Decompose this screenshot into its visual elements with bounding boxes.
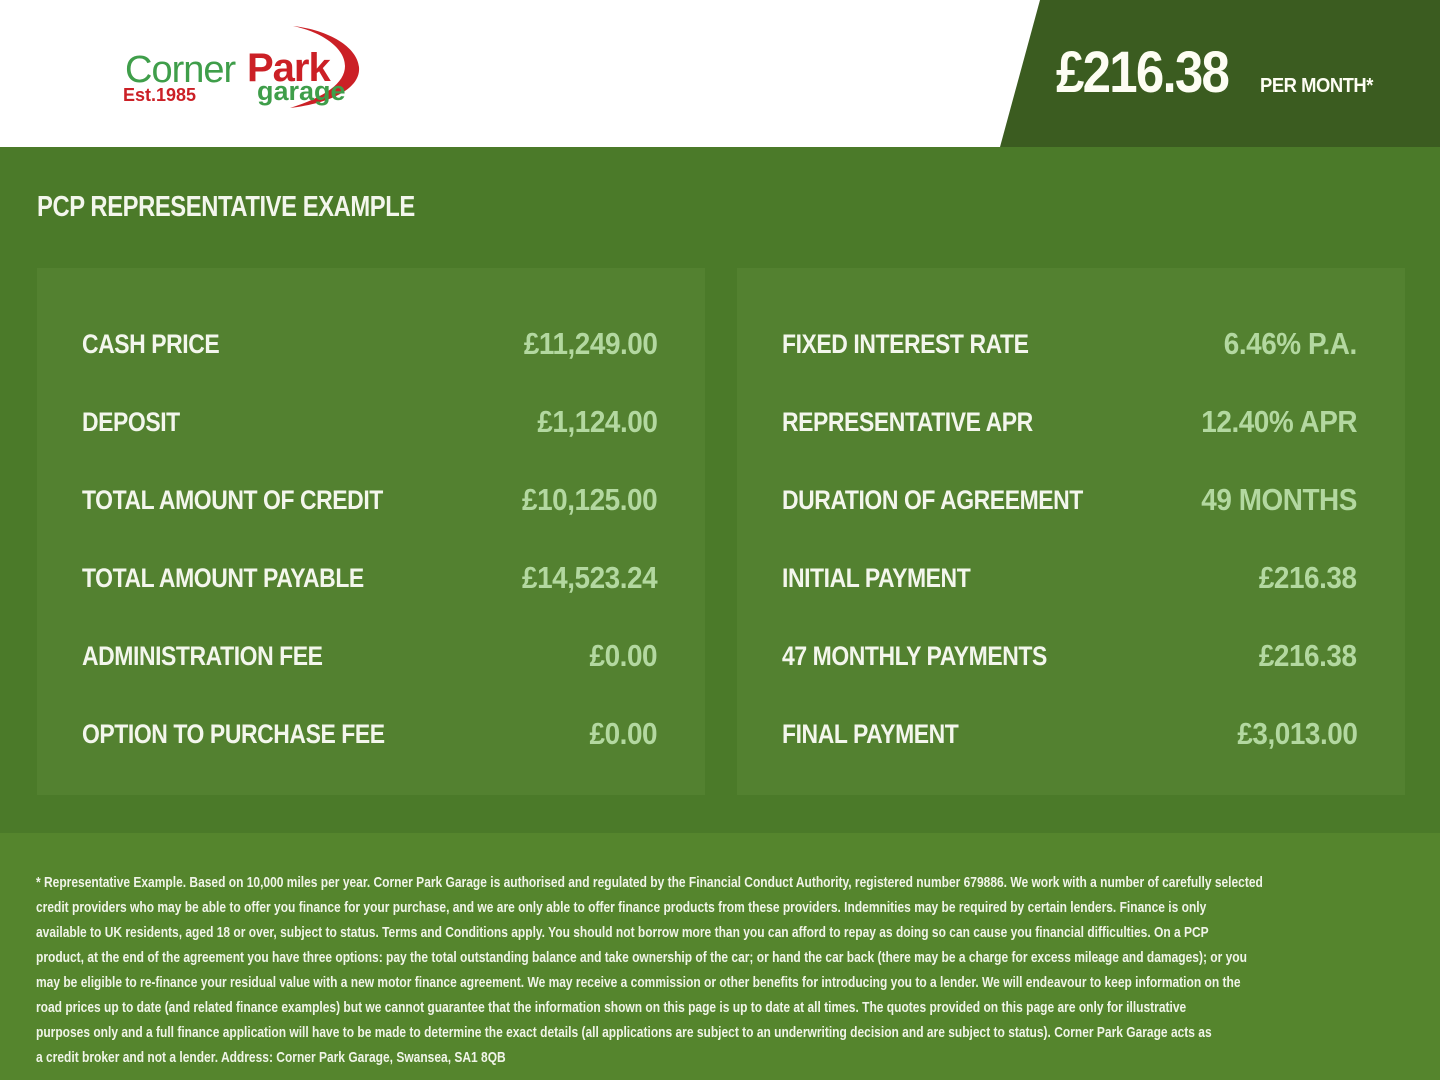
row-label: DEPOSIT bbox=[82, 406, 180, 437]
row-label: ADMINISTRATION FEE bbox=[82, 640, 323, 671]
row-final-payment: FINAL PAYMENT £3,013.00 bbox=[782, 695, 1357, 773]
row-label: INITIAL PAYMENT bbox=[782, 562, 971, 593]
corner-park-garage-logo: Corner Park Est.1985 garage bbox=[85, 15, 435, 130]
row-label: CASH PRICE bbox=[82, 328, 220, 359]
row-value: £0.00 bbox=[589, 638, 657, 673]
row-label: TOTAL AMOUNT OF CREDIT bbox=[82, 484, 383, 515]
row-fixed-interest-rate: FIXED INTEREST RATE 6.46% P.A. bbox=[782, 305, 1357, 383]
row-value: £1,124.00 bbox=[536, 404, 658, 439]
finance-panel-right: FIXED INTEREST RATE 6.46% P.A. REPRESENT… bbox=[737, 268, 1405, 795]
legal-disclaimer: * Representative Example. Based on 10,00… bbox=[0, 833, 1440, 1080]
row-cash-price: CASH PRICE £11,249.00 bbox=[82, 305, 657, 383]
row-administration-fee: ADMINISTRATION FEE £0.00 bbox=[82, 617, 657, 695]
disclaimer-line: * Representative Example. Based on 10,00… bbox=[36, 874, 1263, 891]
row-value: £0.00 bbox=[589, 716, 657, 751]
main-section: PCP REPRESENTATIVE EXAMPLE CASH PRICE £1… bbox=[0, 147, 1440, 833]
row-value: £14,523.24 bbox=[521, 560, 658, 595]
row-deposit: DEPOSIT £1,124.00 bbox=[82, 383, 657, 461]
disclaimer-line: may be eligible to re-finance your resid… bbox=[36, 974, 1241, 991]
row-option-to-purchase-fee: OPTION TO PURCHASE FEE £0.00 bbox=[82, 695, 657, 773]
row-representative-apr: REPRESENTATIVE APR 12.40% APR bbox=[782, 383, 1357, 461]
disclaimer-line: purposes only and a full finance applica… bbox=[36, 1024, 1212, 1041]
row-value: 6.46% P.A. bbox=[1223, 326, 1357, 361]
logo-word-garage: garage bbox=[257, 76, 346, 106]
monthly-price-banner: £216.38 PER MONTH* bbox=[1000, 0, 1440, 147]
row-value: £216.38 bbox=[1259, 638, 1357, 673]
row-47-monthly-payments: 47 MONTHLY PAYMENTS £216.38 bbox=[782, 617, 1357, 695]
row-value: 49 MONTHS bbox=[1201, 482, 1357, 517]
logo-established-text: Est.1985 bbox=[123, 85, 197, 105]
disclaimer-line: available to UK residents, aged 18 or ov… bbox=[36, 924, 1209, 941]
header-bar: Corner Park Est.1985 garage £216.38 PER … bbox=[0, 0, 1440, 147]
disclaimer-line: a credit broker and not a lender. Addres… bbox=[36, 1049, 506, 1066]
row-label: TOTAL AMOUNT PAYABLE bbox=[82, 562, 364, 593]
monthly-price-amount: £216.38 bbox=[1056, 40, 1230, 105]
disclaimer-line: product, at the end of the agreement you… bbox=[36, 949, 1247, 966]
finance-panel-left: CASH PRICE £11,249.00 DEPOSIT £1,124.00 … bbox=[37, 268, 705, 795]
row-value: £10,125.00 bbox=[521, 482, 658, 517]
page-title: PCP REPRESENTATIVE EXAMPLE bbox=[37, 191, 415, 223]
logo-word-park: Park bbox=[247, 46, 331, 90]
disclaimer-line: credit providers who may be able to offe… bbox=[36, 899, 1207, 916]
row-duration-of-agreement: DURATION OF AGREEMENT 49 MONTHS bbox=[782, 461, 1357, 539]
monthly-price-suffix: PER MONTH* bbox=[1259, 75, 1373, 97]
row-label: FINAL PAYMENT bbox=[782, 718, 959, 749]
disclaimer-line: road prices up to date (and related fina… bbox=[36, 999, 1187, 1016]
row-value: £216.38 bbox=[1259, 560, 1357, 595]
row-total-amount-payable: TOTAL AMOUNT PAYABLE £14,523.24 bbox=[82, 539, 657, 617]
row-label: 47 MONTHLY PAYMENTS bbox=[782, 640, 1047, 671]
row-label: OPTION TO PURCHASE FEE bbox=[82, 718, 385, 749]
row-initial-payment: INITIAL PAYMENT £216.38 bbox=[782, 539, 1357, 617]
row-label: DURATION OF AGREEMENT bbox=[782, 484, 1083, 515]
row-value: 12.40% APR bbox=[1201, 404, 1357, 439]
row-value: £3,013.00 bbox=[1236, 716, 1358, 751]
logo-swoosh-icon bbox=[290, 26, 360, 108]
logo-word-corner: Corner bbox=[125, 49, 236, 91]
row-total-amount-of-credit: TOTAL AMOUNT OF CREDIT £10,125.00 bbox=[82, 461, 657, 539]
row-label: FIXED INTEREST RATE bbox=[782, 328, 1029, 359]
row-value: £11,249.00 bbox=[523, 326, 657, 361]
row-label: REPRESENTATIVE APR bbox=[782, 406, 1033, 437]
